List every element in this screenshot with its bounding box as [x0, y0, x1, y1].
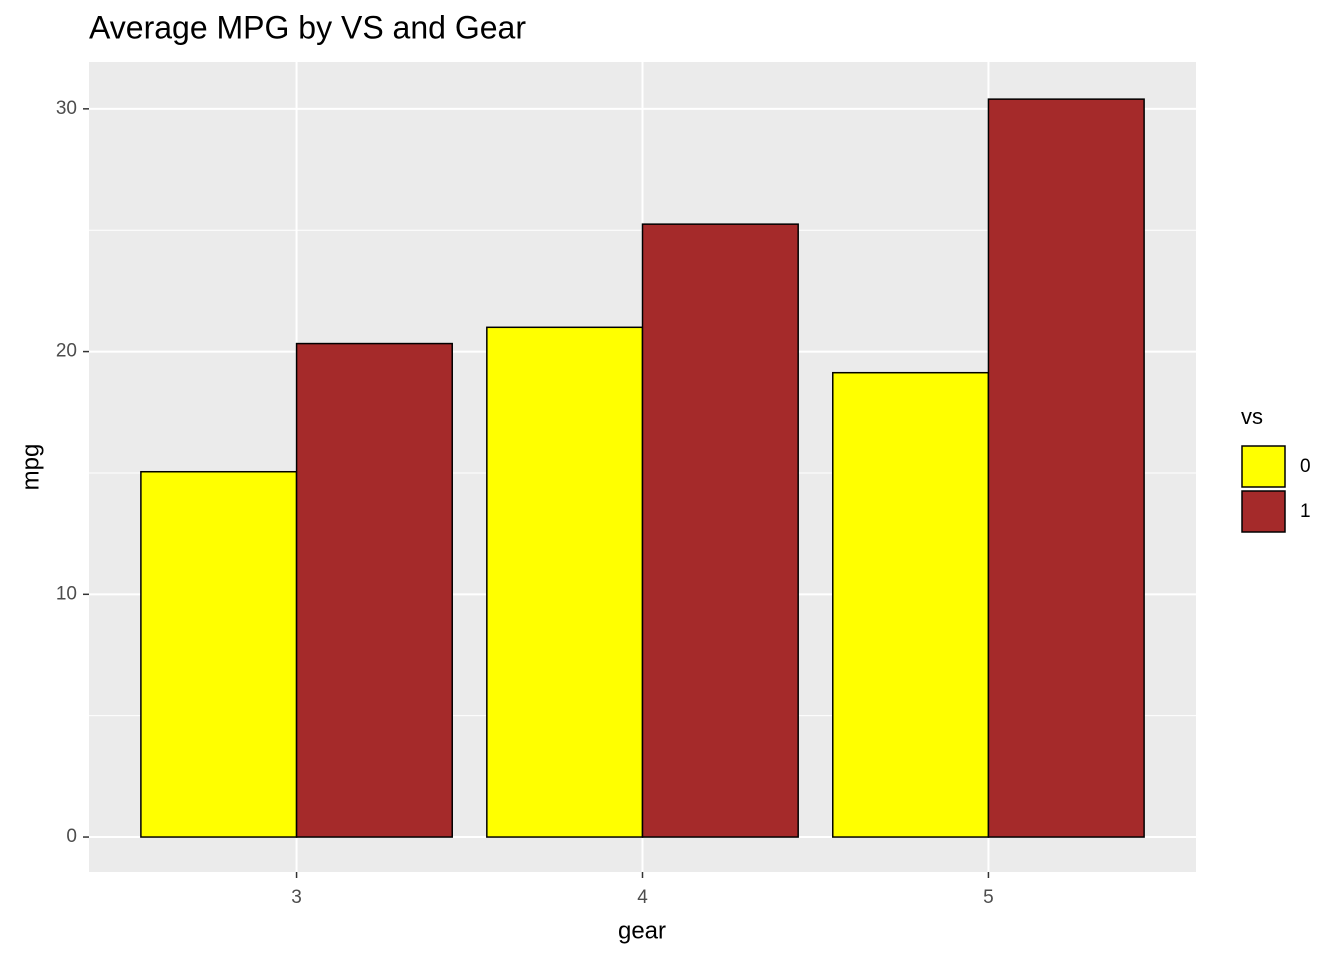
x-tick-label: 4: [637, 887, 648, 908]
x-tick-label: 5: [983, 887, 994, 908]
bar: [987, 98, 1145, 838]
legend-key: [1241, 445, 1286, 488]
y-tick-label: 0: [66, 826, 77, 847]
bar: [641, 223, 799, 838]
x-tick-label: 3: [291, 887, 302, 908]
y-tick-label: 20: [56, 341, 77, 362]
bar: [832, 371, 990, 838]
legend-key: [1241, 490, 1286, 533]
y-axis-label: mpg: [17, 444, 44, 491]
x-axis-label: gear: [618, 917, 666, 944]
y-tick-label: 10: [56, 583, 77, 604]
bar: [486, 326, 644, 838]
legend-label: 0: [1300, 456, 1311, 477]
bar: [295, 342, 453, 838]
legend-label: 1: [1300, 501, 1311, 522]
y-tick-label: 30: [56, 98, 77, 119]
bar: [140, 470, 298, 838]
chart-title: Average MPG by VS and Gear: [89, 9, 526, 45]
legend-title: vs: [1241, 404, 1263, 429]
